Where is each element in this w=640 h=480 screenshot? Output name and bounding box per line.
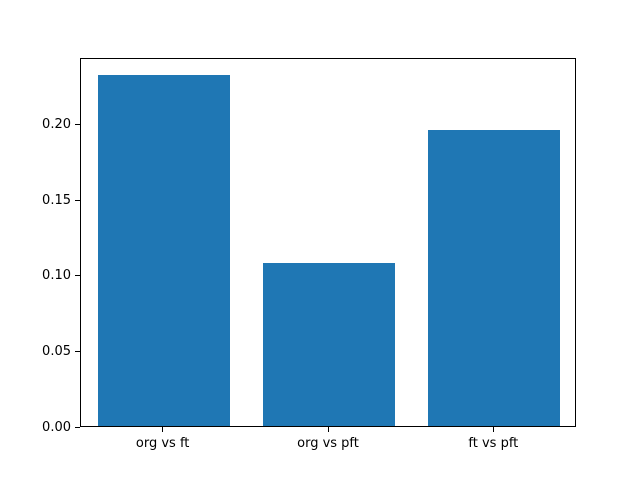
bar-org-vs-ft (97, 75, 230, 426)
y-tick-mark (75, 275, 80, 277)
x-tick-label: org vs pft (297, 436, 359, 451)
bar-ft-vs-pft (428, 129, 561, 426)
y-tick-mark (75, 124, 80, 126)
y-tick-mark (75, 350, 80, 352)
y-tick-mark (75, 426, 80, 428)
y-tick-mark (75, 199, 80, 201)
x-tick-mark (492, 427, 494, 432)
y-tick-label: 0.00 (42, 419, 71, 435)
x-tick-label: ft vs pft (468, 436, 519, 451)
y-tick-label: 0.05 (42, 343, 71, 359)
x-tick-mark (162, 427, 164, 432)
y-tick-label: 0.10 (42, 268, 71, 284)
y-tick-label: 0.15 (42, 192, 71, 208)
x-tick-label: org vs ft (135, 436, 190, 451)
bar-org-vs-pft (262, 262, 396, 426)
y-tick-label: 0.20 (42, 117, 71, 133)
x-tick-mark (327, 427, 329, 432)
plot-area (80, 58, 576, 427)
